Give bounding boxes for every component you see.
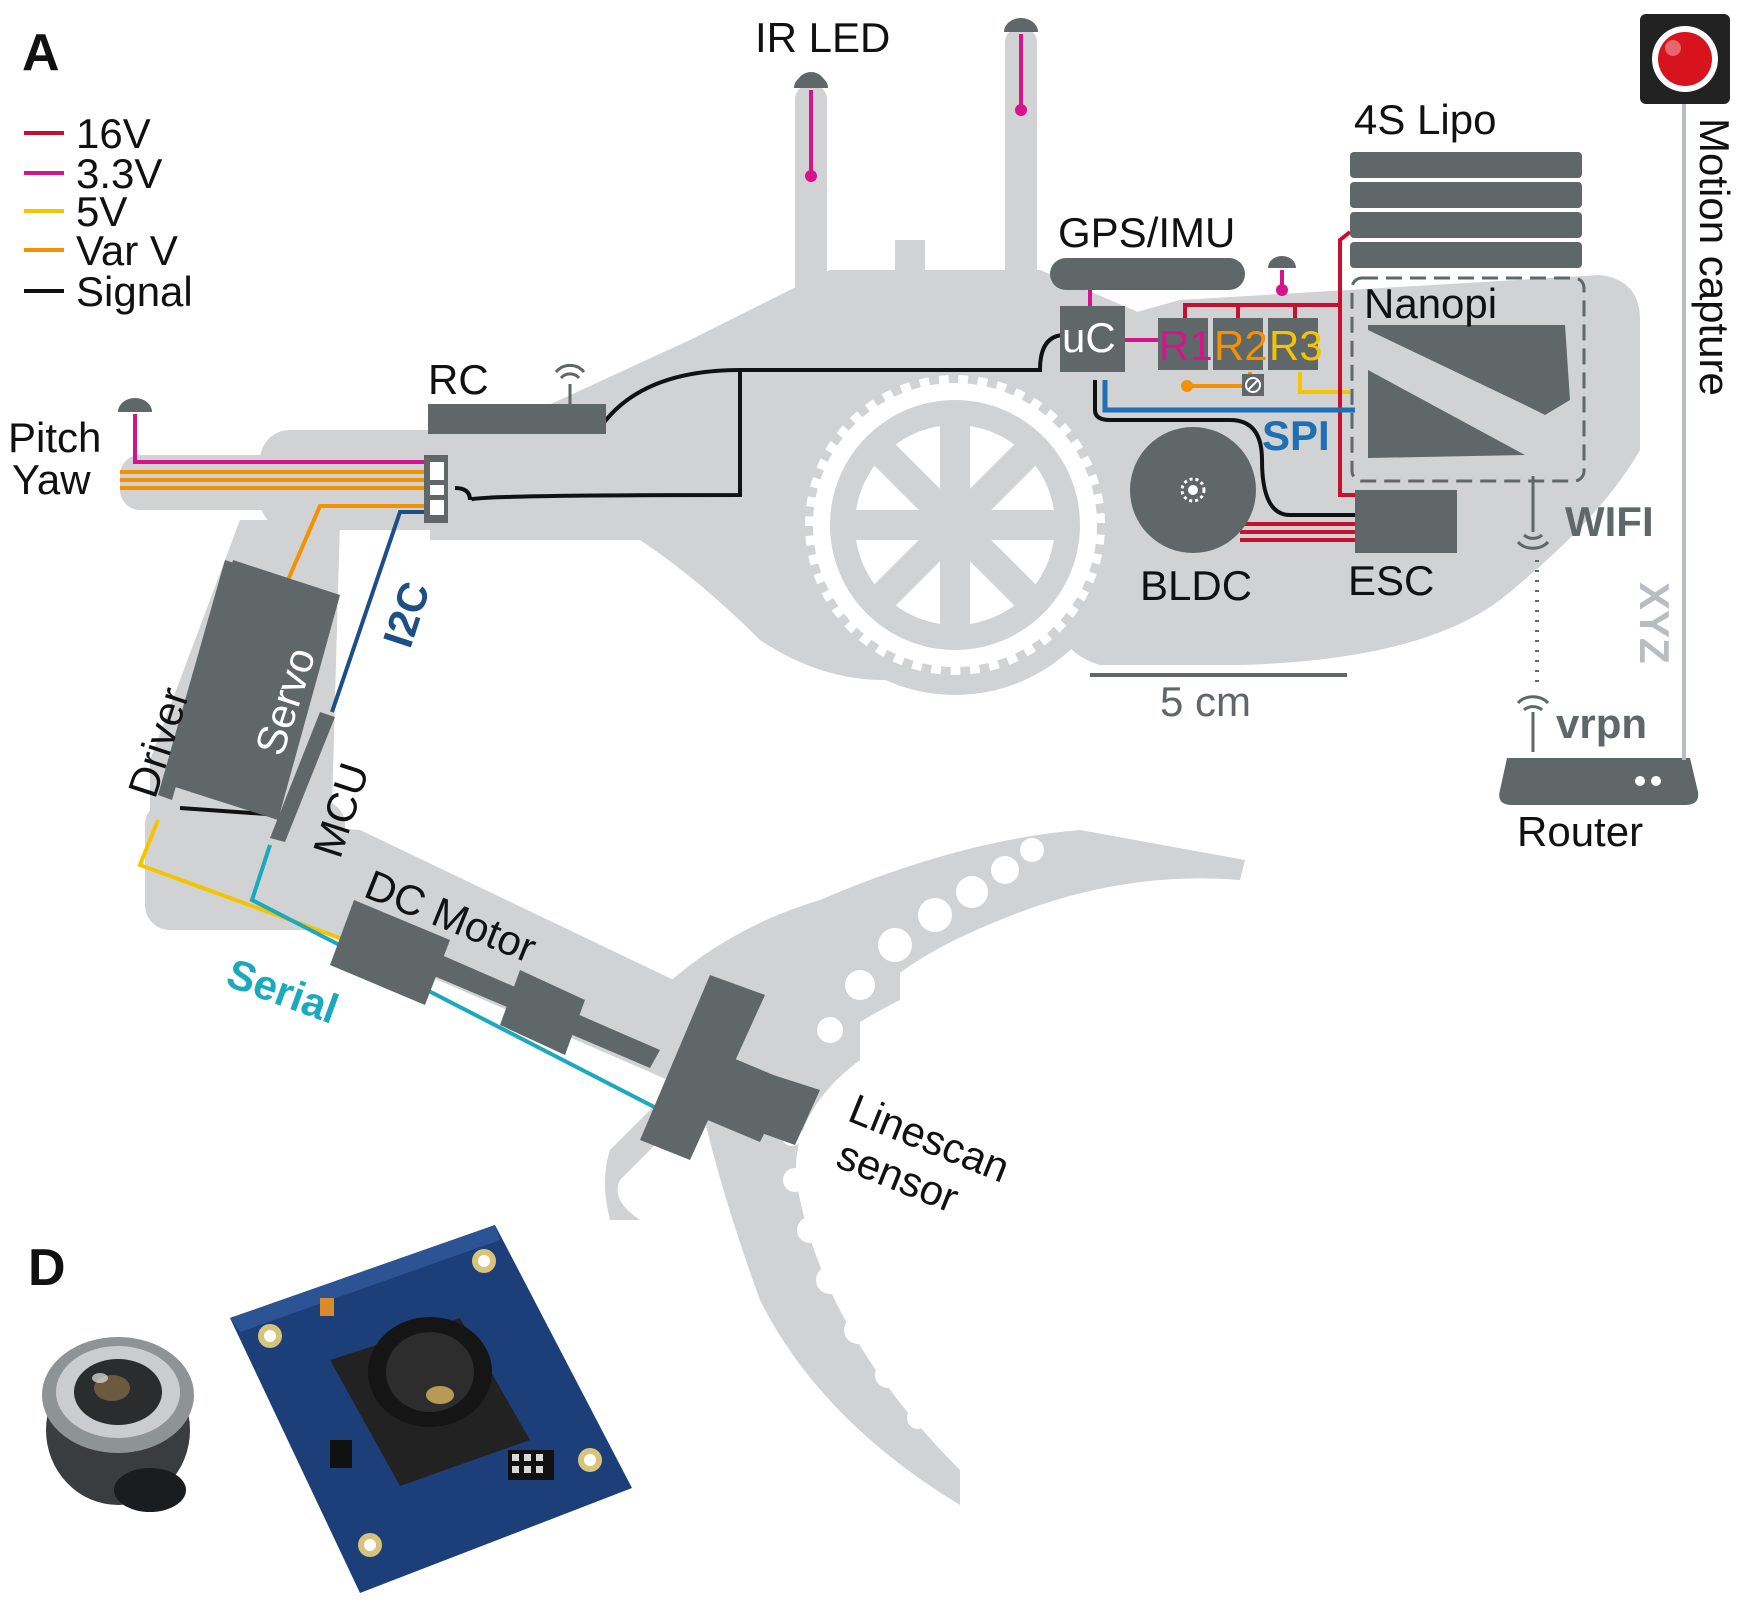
lipo-battery [1350, 152, 1582, 268]
legend-var-v: Var V [76, 227, 178, 274]
wires-16v [1183, 230, 1355, 542]
i2c-label: I2C [374, 576, 439, 653]
legend-3v3: 3.3V [76, 150, 162, 197]
serial-label: Serial [221, 949, 345, 1032]
central-gear [797, 367, 1113, 683]
linescan-sensor [640, 975, 820, 1160]
servo-assembly [158, 560, 340, 842]
wires-spi [1102, 380, 1355, 413]
panel-label-d: D [28, 1239, 66, 1297]
spi-label: SPI [1262, 412, 1330, 459]
wires-serial [249, 844, 661, 1112]
dc-motor-assembly [330, 900, 660, 1068]
pitch-label: Pitch [8, 414, 101, 461]
legend-16v: 16V [76, 110, 151, 157]
r2-label: R2 [1214, 322, 1268, 369]
xyz-label: XYZ [1631, 582, 1678, 664]
r3-regulator [1268, 318, 1318, 370]
r1-regulator [1158, 318, 1208, 370]
ir-led-right [1004, 18, 1038, 116]
rc-receiver [428, 363, 606, 434]
uc-board [1060, 306, 1125, 372]
wires-5v [137, 372, 1350, 942]
motion-capture-camera [1640, 14, 1730, 760]
bldc-label: BLDC [1140, 562, 1252, 609]
wifi-label: WIFI [1565, 498, 1654, 545]
legend-swatches [24, 131, 64, 293]
panel-label-a: A [22, 24, 60, 82]
r2-regulator [1213, 318, 1263, 370]
legend-signal: Signal [76, 268, 193, 315]
pitch-yaw-connector [424, 455, 448, 523]
esc-board [1355, 490, 1457, 553]
esc-label: ESC [1348, 557, 1434, 604]
rc-label: RC [428, 356, 489, 403]
motion-capture-label: Motion capture [1691, 118, 1738, 396]
wifi-link [1516, 476, 1550, 752]
router-label: Router [1517, 808, 1643, 855]
wires-signal [179, 333, 1355, 817]
router-device [1499, 758, 1699, 805]
sensor-pcb-photo [230, 1225, 632, 1593]
scale-label: 5 cm [1160, 678, 1251, 725]
yaw-label: Yaw [12, 456, 91, 503]
r1-label: R1 [1159, 322, 1213, 369]
wires-var-v [120, 372, 1252, 581]
nanopi-label: Nanopi [1364, 280, 1497, 327]
gps-imu-board [1050, 258, 1245, 290]
potentiometer-icon [1242, 374, 1264, 396]
ir-led-label: IR LED [755, 14, 890, 61]
lipo-label: 4S Lipo [1354, 96, 1496, 143]
bldc-motor [1130, 427, 1256, 553]
legend-5v: 5V [76, 188, 127, 235]
r3-label: R3 [1269, 322, 1323, 369]
frame-holes [781, 838, 1044, 1429]
camera-lens-photo [42, 1337, 194, 1512]
ir-led-pitch [118, 398, 152, 412]
ir-led-center [1268, 256, 1296, 296]
nanopi-board [1350, 276, 1586, 483]
uc-label: uC [1062, 314, 1116, 361]
ir-led-left [794, 72, 828, 182]
vrpn-label: vrpn [1556, 700, 1647, 747]
gps-imu-label: GPS/IMU [1058, 209, 1235, 256]
wires-i2c [330, 510, 430, 713]
